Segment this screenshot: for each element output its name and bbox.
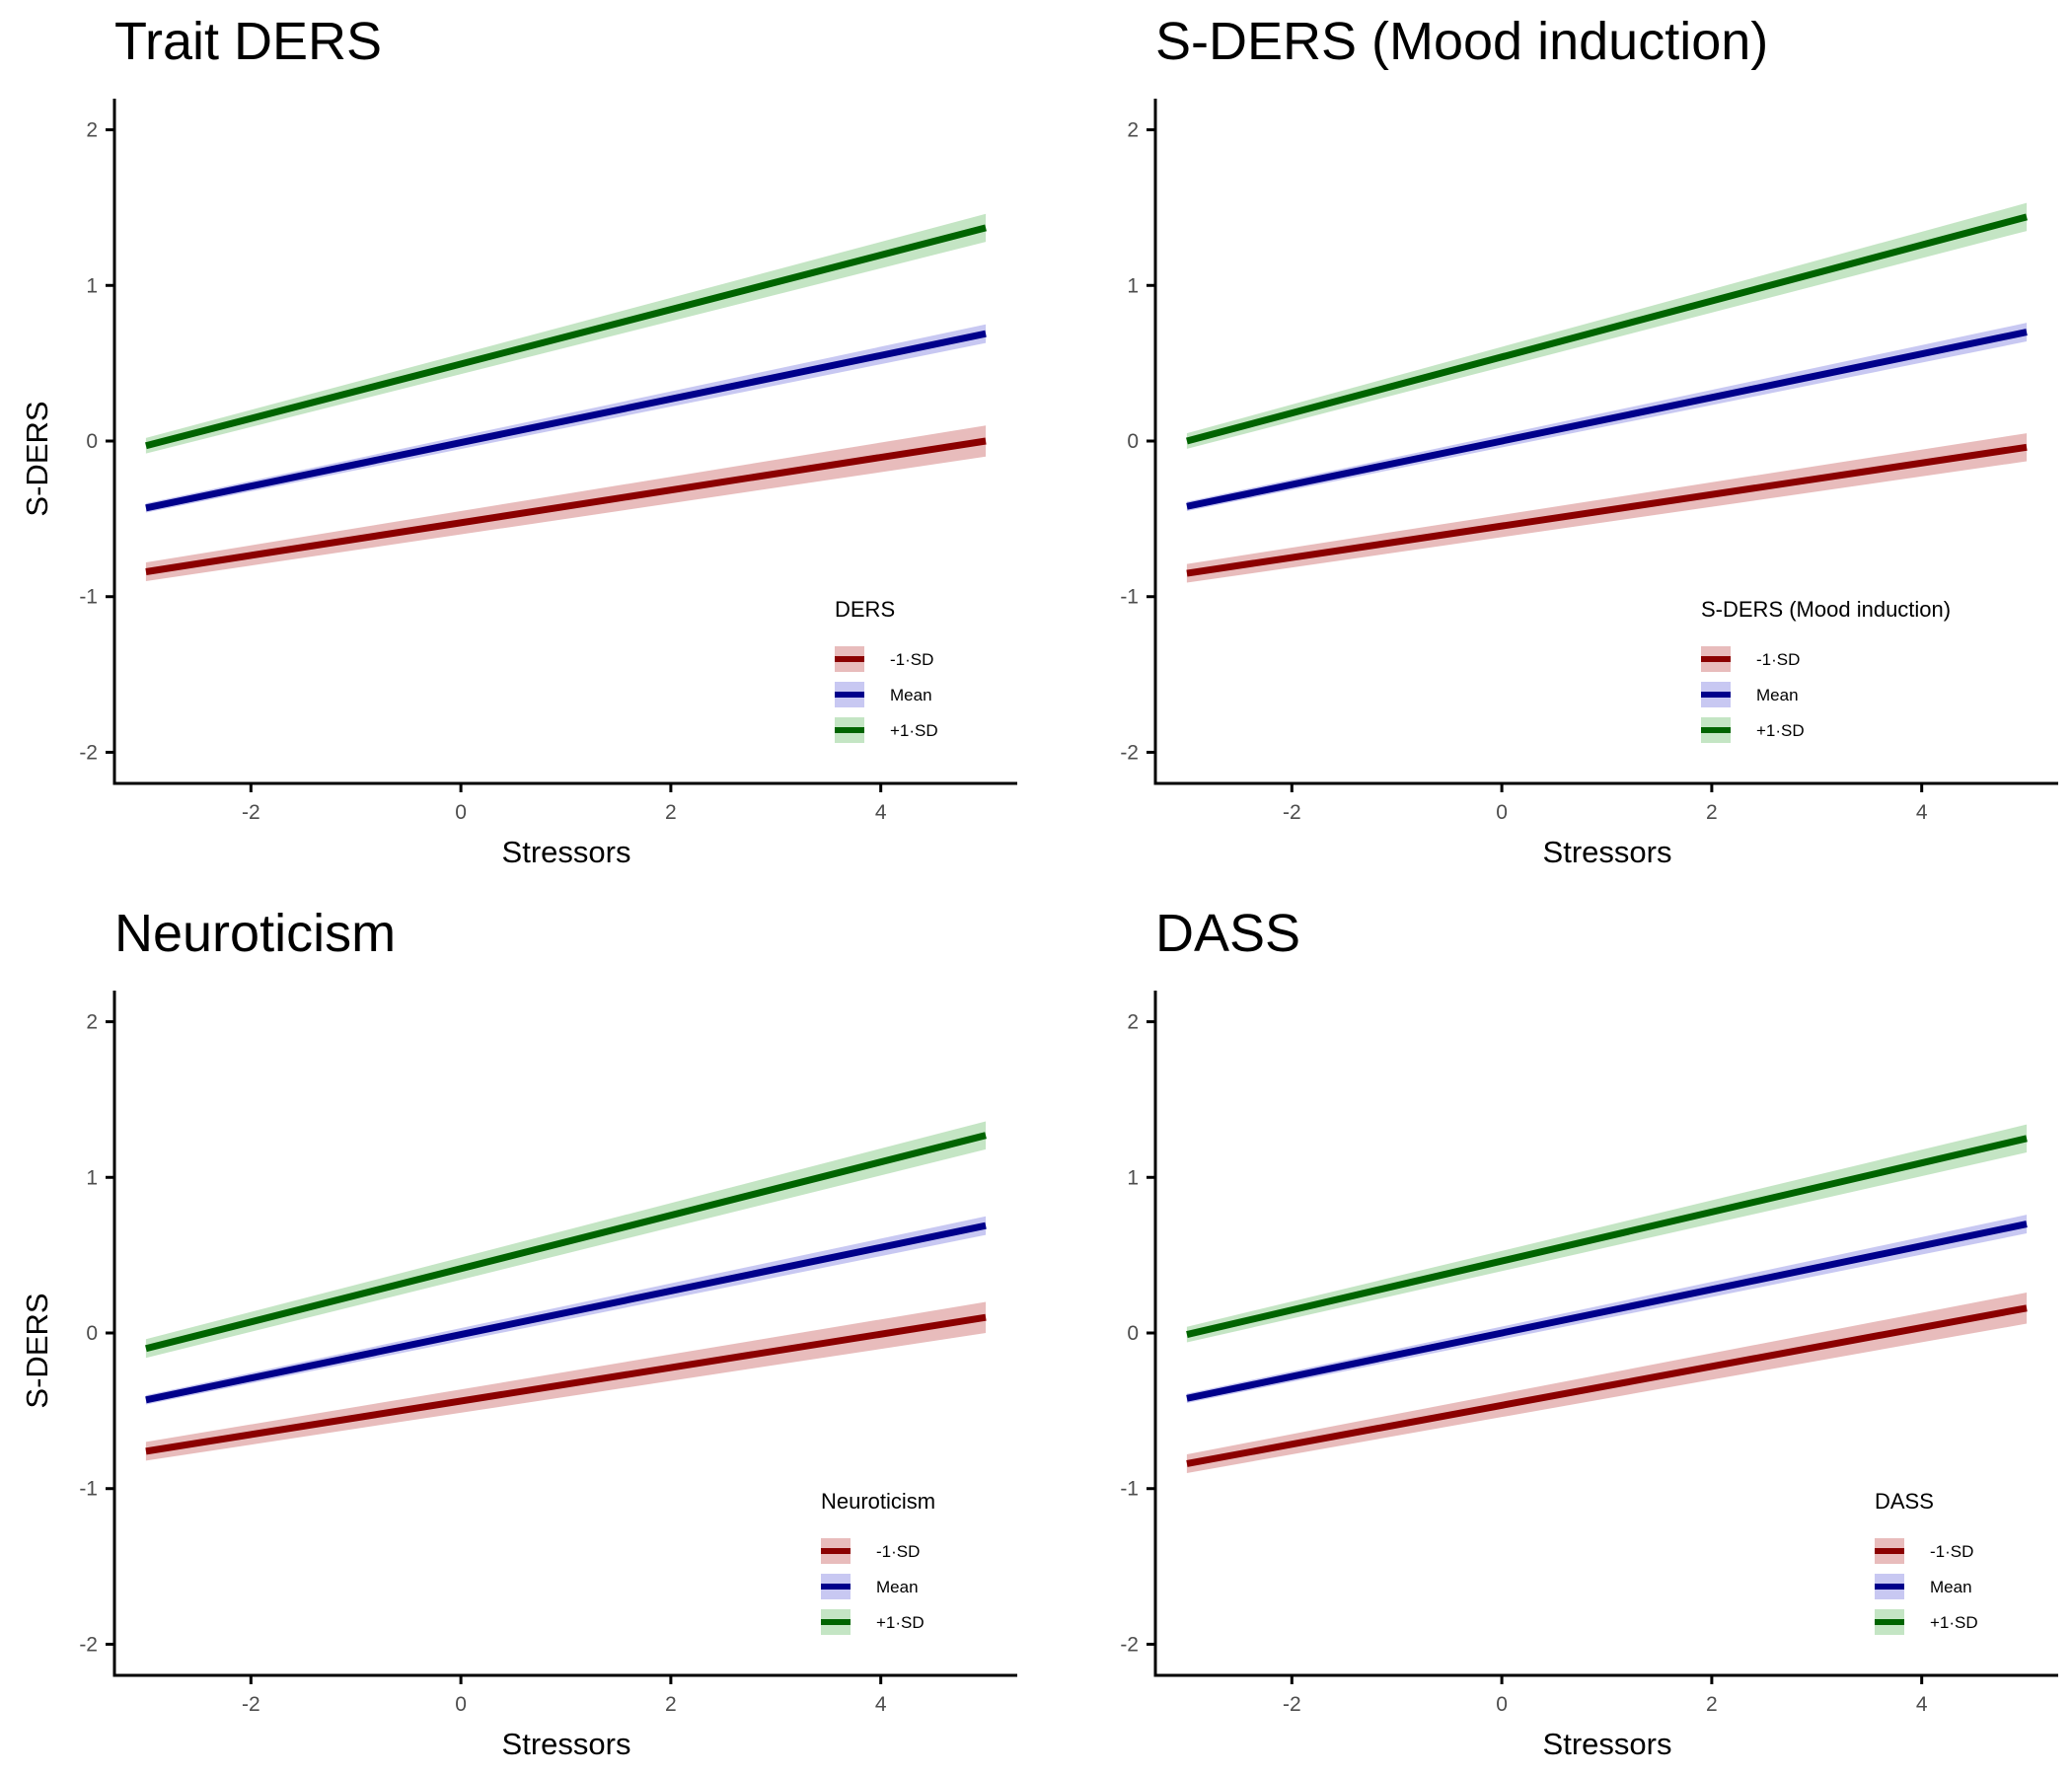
series-line (145, 330, 987, 512)
series-line (1186, 329, 2028, 510)
x-tick-label: -2 (242, 801, 260, 824)
series-line (145, 224, 987, 450)
legend-label: +1·SD (1756, 721, 1805, 740)
legend-title: Neuroticism (821, 1489, 935, 1514)
panel-1: Trait DERS S-DERS Stressors DERS -2 -1 0 1 2… (20, 12, 1017, 869)
x-tick-label: 0 (1496, 1693, 1508, 1716)
y-tick-label: 1 (1127, 274, 1139, 297)
y-tick-label: 1 (86, 274, 98, 297)
legend-label: -1·SD (890, 650, 933, 669)
y-tick-label: 0 (1127, 430, 1139, 453)
y-tick-label: 2 (1127, 1011, 1139, 1034)
x-tick-label: 2 (1706, 801, 1718, 824)
y-tick-label: -1 (1120, 586, 1139, 609)
y-tick-label: 2 (1127, 119, 1139, 142)
x-tick-label: 2 (1706, 1693, 1718, 1716)
y-tick-label: 1 (1127, 1166, 1139, 1189)
x-tick-label: 4 (875, 1693, 887, 1716)
y-tick-label: 0 (86, 1322, 98, 1345)
legend-title: S-DERS (Mood induction) (1701, 597, 1951, 622)
y-tick-label: 2 (86, 119, 98, 142)
x-tick-label: 4 (875, 801, 887, 824)
x-tick-label: 0 (455, 801, 467, 824)
y-tick-label: -1 (1120, 1478, 1139, 1501)
x-tick-label: 2 (665, 801, 677, 824)
y-tick-label: -1 (79, 586, 98, 609)
y-tick-label: 0 (86, 430, 98, 453)
x-tick-label: 0 (1496, 801, 1508, 824)
x-axis-title: Stressors (502, 1727, 631, 1761)
series-line (1186, 1304, 2028, 1467)
x-tick-label: -2 (1283, 1693, 1301, 1716)
y-tick-label: -2 (79, 1633, 98, 1656)
panel-title: Neuroticism (114, 904, 396, 963)
legend-title: DERS (835, 597, 895, 622)
y-tick-label: -2 (79, 741, 98, 764)
series-line (1186, 443, 2028, 577)
legend-label: +1·SD (890, 721, 938, 740)
legend-label: Mean (876, 1578, 919, 1596)
legend-label: Mean (1930, 1578, 1972, 1596)
legend-label: Mean (1756, 686, 1799, 704)
series-line (145, 1313, 987, 1455)
y-tick-label: 1 (86, 1166, 98, 1189)
legend-title: DASS (1875, 1489, 1934, 1514)
y-axis-title: S-DERS (20, 401, 54, 516)
legend-label: Mean (890, 686, 932, 704)
x-tick-label: 2 (665, 1693, 677, 1716)
legend-label: -1·SD (1756, 650, 1800, 669)
panel-title: Trait DERS (114, 12, 382, 71)
x-tick-label: -2 (242, 1693, 260, 1716)
y-axis-title: S-DERS (20, 1293, 54, 1408)
panel-title: DASS (1155, 904, 1300, 963)
x-axis-title: Stressors (502, 835, 631, 869)
series-line (145, 1132, 987, 1353)
series-line (1186, 1135, 2028, 1338)
panel-4: DASS Stressors DASS -2 -1 0 1 2 -2 0 2 4 -1·SD Mea… (1120, 904, 2058, 1761)
series-line (1186, 1221, 2028, 1402)
series-line (145, 437, 987, 575)
x-tick-label: 4 (1916, 801, 1928, 824)
panel-2: S-DERS (Mood induction) Stressors S-DERS… (1120, 12, 2058, 869)
series-line (1186, 213, 2028, 445)
y-tick-label: -1 (79, 1478, 98, 1501)
y-tick-label: -2 (1120, 741, 1139, 764)
x-axis-title: Stressors (1543, 835, 1672, 869)
x-tick-label: 4 (1916, 1693, 1928, 1716)
panel-title: S-DERS (Mood induction) (1155, 12, 1768, 71)
y-tick-label: -2 (1120, 1633, 1139, 1656)
panel-3: Neuroticism S-DERS Stressors Neuroticism… (20, 904, 1017, 1761)
y-tick-label: 2 (86, 1011, 98, 1034)
legend-label: +1·SD (876, 1613, 925, 1632)
y-tick-label: 0 (1127, 1322, 1139, 1345)
x-tick-label: 0 (455, 1693, 467, 1716)
legend-label: +1·SD (1930, 1613, 1978, 1632)
legend-label: -1·SD (876, 1542, 920, 1561)
legend-label: -1·SD (1930, 1542, 1973, 1561)
series-line (145, 1221, 987, 1404)
x-axis-title: Stressors (1543, 1727, 1672, 1761)
x-tick-label: -2 (1283, 801, 1301, 824)
